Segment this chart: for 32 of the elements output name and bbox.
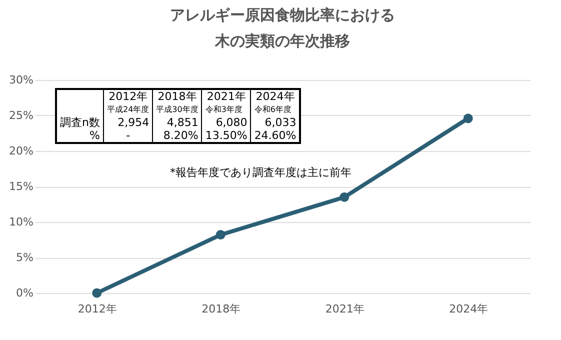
annotation: 調査n数 — [59, 116, 101, 129]
annotation: 4,851 — [152, 116, 202, 129]
annotation: - — [103, 129, 153, 143]
x-tick-label: 2021年 — [325, 302, 364, 316]
annotation: 6,033 — [250, 116, 300, 129]
category-label: 2012年 — [108, 90, 148, 103]
y-tick-label: 30% — [9, 74, 34, 86]
annotation: 令和6年度 — [250, 103, 300, 116]
annotation: 8.20% — [152, 129, 202, 143]
chart-subtitle: 木の実類の年次推移 — [214, 32, 350, 50]
y-tick-label: 10% — [9, 216, 34, 228]
y-tick-label: 5% — [16, 251, 34, 264]
x-tick-label: 2012年 — [78, 302, 117, 316]
y-tick-label: 0% — [16, 286, 34, 300]
annotation: 2,954 — [103, 116, 153, 129]
category-label: 2018年 — [158, 90, 197, 103]
annotation: 令和3年度 — [202, 103, 251, 116]
y-tick-label: 15% — [9, 180, 34, 193]
annotation: 13.50% — [202, 129, 251, 143]
y-tick-label: 25% — [9, 109, 34, 122]
chart-title: アレルギー原因食物比率における — [170, 6, 395, 24]
x-tick-label: 2024年 — [449, 302, 488, 316]
annotation: 平成24年度 — [103, 103, 153, 116]
annotation: 平成30年度 — [152, 103, 202, 116]
annotation: % — [88, 129, 101, 143]
annotation: 6,080 — [202, 116, 251, 129]
category-label: 2024年 — [256, 90, 295, 103]
annotation: 24.60% — [250, 129, 300, 143]
category-label: 2021年 — [206, 90, 246, 103]
y-tick-label: 20% — [9, 144, 34, 158]
x-tick-label: 2018年 — [202, 302, 241, 316]
annotation: *報告年度であり調査年度は主に前年 — [170, 165, 352, 180]
